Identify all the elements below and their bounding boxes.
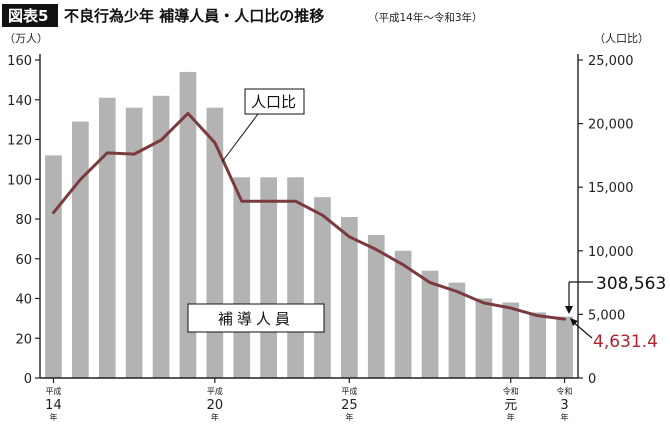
bar-label-box-text: 補導人員 xyxy=(218,310,294,328)
bar-18 xyxy=(529,312,546,378)
line-point-0 xyxy=(52,211,55,214)
bar-10 xyxy=(314,197,331,378)
x-tick-era-11: 平成 xyxy=(341,386,357,396)
bar-17 xyxy=(502,302,520,378)
x-tick-era-0: 平成 xyxy=(45,386,61,396)
x-tick-year-17: 元 xyxy=(504,398,517,413)
line-point-2 xyxy=(106,152,109,154)
x-tick-nen-17: 年 xyxy=(507,412,515,422)
chart-subtitle: （平成14年～令和3年） xyxy=(368,11,483,24)
end-line-arrow-line xyxy=(572,321,593,339)
line-point-5 xyxy=(187,112,189,115)
right-tick-label-1: 5,000 xyxy=(588,308,625,323)
line-callout-label: 人口比 xyxy=(251,93,296,111)
left-tick-label-3: 60 xyxy=(15,253,32,268)
x-tick-nen-0: 年 xyxy=(49,412,57,422)
end-line-callout: 4,631.4 xyxy=(570,318,658,352)
left-tick-label-5: 100 xyxy=(7,173,32,188)
line-point-1 xyxy=(79,178,82,181)
end-line-value: 4,631.4 xyxy=(593,332,658,352)
left-tick-label-8: 160 xyxy=(7,54,32,69)
line-point-7 xyxy=(240,200,243,202)
bar-7 xyxy=(233,177,251,378)
bar-14 xyxy=(421,270,439,378)
left-tick-label-1: 20 xyxy=(15,332,32,347)
bar-0 xyxy=(45,155,62,378)
line-point-4 xyxy=(160,139,162,141)
right-tick-label-0: 0 xyxy=(588,372,596,387)
right-axis-unit: （人口比） xyxy=(594,32,649,45)
x-tick-year-19: 3 xyxy=(560,398,568,413)
bar-label-box: 補導人員 xyxy=(187,303,325,333)
bar-9 xyxy=(287,177,304,378)
bar-13 xyxy=(394,250,412,378)
end-line-arrow-head xyxy=(570,318,578,326)
x-tick-era-19: 令和 xyxy=(557,386,573,396)
line-series-jinkouhi xyxy=(51,111,567,321)
x-tick-nen-11: 年 xyxy=(345,412,353,422)
right-tick-label-2: 10,000 xyxy=(588,245,634,260)
line-point-16 xyxy=(483,302,485,304)
right-tick-label-3: 15,000 xyxy=(588,181,634,196)
line-point-8 xyxy=(267,200,270,202)
x-tick-nen-19: 年 xyxy=(561,412,569,422)
left-tick-label-6: 120 xyxy=(7,134,32,149)
bars-layer xyxy=(45,71,573,379)
bar-8 xyxy=(260,177,277,378)
right-tick-label-4: 20,000 xyxy=(588,118,634,133)
line-point-15 xyxy=(456,290,458,293)
line-point-3 xyxy=(133,153,135,155)
x-tick-nen-6: 年 xyxy=(211,412,219,422)
bar-19 xyxy=(556,316,573,378)
chart-title: 不良行為少年 補導人員・人口比の推移 xyxy=(64,7,324,25)
line-point-14 xyxy=(429,281,431,284)
line-callout-leader xyxy=(221,113,259,163)
bar-5 xyxy=(179,71,197,379)
x-tick-era-17: 令和 xyxy=(503,386,519,396)
end-bar-callout: 308,563 xyxy=(565,274,666,314)
title-badge: 図表5 xyxy=(8,7,48,25)
line-layer xyxy=(51,111,567,321)
x-tick-year-6: 20 xyxy=(207,398,224,413)
title-badge-bg xyxy=(2,4,58,27)
x-tick-year-11: 25 xyxy=(341,398,358,413)
bar-12 xyxy=(367,234,385,378)
end-bar-arrow-head xyxy=(565,306,573,314)
axes-layer: 0 20 40 60 80 100 120 140 160 0 5,000 10,000 15,000 2… xyxy=(7,54,634,387)
line-point-18 xyxy=(536,314,539,317)
bar-2 xyxy=(98,97,116,378)
left-tick-label-0: 0 xyxy=(24,372,32,387)
bar-15 xyxy=(448,282,466,378)
line-point-9 xyxy=(294,200,297,202)
right-tick-label-5: 25,000 xyxy=(588,54,634,69)
left-tick-label-7: 140 xyxy=(7,94,32,109)
line-point-19 xyxy=(563,318,566,320)
x-tick-era-6: 平成 xyxy=(207,386,223,396)
line-point-17 xyxy=(509,307,512,309)
line-point-10 xyxy=(321,214,324,216)
bar-label-box-rect xyxy=(187,303,325,333)
line-point-12 xyxy=(375,248,378,251)
left-tick-label-2: 40 xyxy=(15,293,32,308)
bar-3 xyxy=(125,107,143,378)
chart-header: 図表5 不良行為少年 補導人員・人口比の推移 （平成14年～令和3年） xyxy=(2,4,483,27)
left-tick-label-4: 80 xyxy=(15,213,32,228)
x-tick-year-0: 14 xyxy=(45,398,62,413)
line-point-11 xyxy=(348,236,351,238)
bar-4 xyxy=(152,95,170,378)
line-point-13 xyxy=(402,263,404,266)
line-callout: 人口比 xyxy=(221,88,305,163)
line-point-6 xyxy=(214,141,216,144)
bar-16 xyxy=(475,298,493,378)
bar-6 xyxy=(206,107,224,378)
bar-1 xyxy=(72,121,89,379)
line-callout-box xyxy=(244,88,305,115)
left-axis-unit: （万人） xyxy=(4,32,48,45)
bar-11 xyxy=(341,217,358,378)
end-bar-value: 308,563 xyxy=(596,274,666,294)
